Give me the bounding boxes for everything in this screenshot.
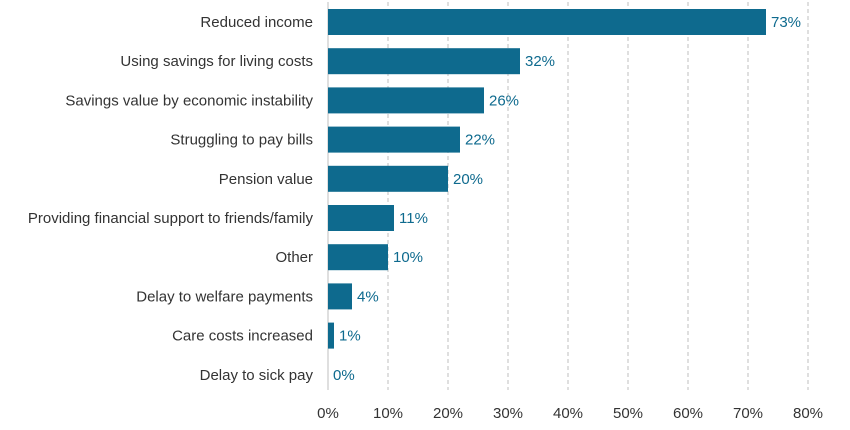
category-labels: Reduced income Using savings for living c… xyxy=(28,14,314,384)
value-labels: 73% 32% 26% 22% 20% 11% 10% 4% 1% 0% xyxy=(333,14,801,384)
category-label: Care costs increased xyxy=(172,328,313,345)
bar xyxy=(328,205,394,231)
bar xyxy=(328,9,766,35)
x-tick-label: 10% xyxy=(373,405,403,422)
bar xyxy=(328,126,460,153)
value-label: 26% xyxy=(489,92,519,109)
x-tick-label: 30% xyxy=(493,405,523,422)
bars xyxy=(328,9,766,349)
x-tick-label: 50% xyxy=(613,405,643,422)
category-label: Reduced income xyxy=(200,14,313,31)
x-tick-label: 80% xyxy=(793,405,823,422)
value-label: 10% xyxy=(393,249,423,266)
value-label: 32% xyxy=(525,53,555,70)
value-label: 20% xyxy=(453,171,483,188)
category-label: Providing financial support to friends/f… xyxy=(28,210,314,227)
x-tick-label: 60% xyxy=(673,405,703,422)
bar xyxy=(328,322,334,349)
value-label: 0% xyxy=(333,367,355,384)
category-label: Delay to sick pay xyxy=(200,367,314,384)
bar xyxy=(328,48,520,75)
value-label: 4% xyxy=(357,288,379,305)
bar xyxy=(328,165,448,192)
category-label: Savings value by economic instability xyxy=(65,92,313,109)
value-label: 22% xyxy=(465,132,495,149)
bar xyxy=(328,283,352,310)
x-tick-label: 70% xyxy=(733,405,763,422)
category-label: Struggling to pay bills xyxy=(170,132,313,149)
category-label: Using savings for living costs xyxy=(120,53,313,70)
value-label: 1% xyxy=(339,328,361,345)
x-tick-label: 20% xyxy=(433,405,463,422)
x-tick-label: 0% xyxy=(317,405,339,422)
value-label: 73% xyxy=(771,14,801,31)
category-label: Delay to welfare payments xyxy=(136,288,313,305)
category-label: Other xyxy=(275,249,313,266)
x-tick-label: 40% xyxy=(553,405,583,422)
value-label: 11% xyxy=(399,210,428,227)
x-axis-tick-labels: 0% 10% 20% 30% 40% 50% 60% 70% 80% xyxy=(317,405,823,422)
bar xyxy=(328,244,388,271)
category-label: Pension value xyxy=(219,171,313,188)
bar xyxy=(328,87,484,114)
